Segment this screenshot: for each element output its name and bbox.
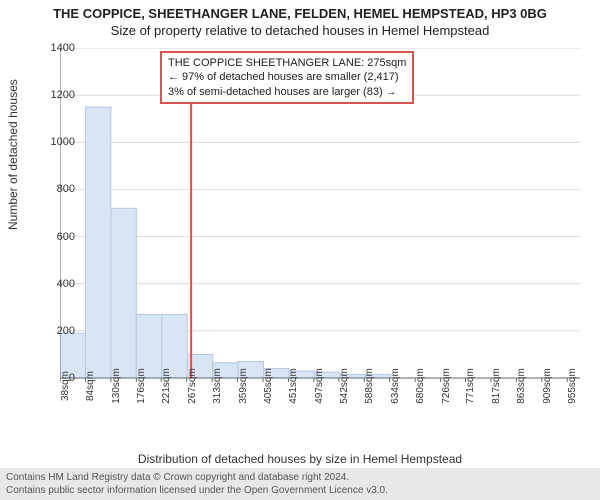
y-tick-label: 400 (35, 278, 75, 290)
x-tick-label: 130sqm (111, 368, 122, 404)
page-subtitle: Size of property relative to detached ho… (0, 23, 600, 38)
x-tick-label: 221sqm (161, 368, 172, 404)
y-axis-label: Number of detached houses (6, 79, 20, 230)
x-tick-label: 313sqm (212, 368, 223, 404)
info-box: THE COPPICE SHEETHANGER LANE: 275sqm ← 9… (160, 51, 414, 104)
x-tick-label: 451sqm (288, 368, 299, 404)
info-box-line2: ← 97% of detached houses are smaller (2,… (168, 70, 406, 84)
x-tick-label: 817sqm (491, 368, 502, 404)
info-box-line1: THE COPPICE SHEETHANGER LANE: 275sqm (168, 56, 406, 70)
histogram-bar (85, 107, 110, 378)
x-tick-label: 267sqm (187, 368, 198, 404)
x-tick-label: 588sqm (364, 368, 375, 404)
y-tick-label: 1400 (35, 42, 75, 54)
x-tick-label: 863sqm (516, 368, 527, 404)
x-tick-label: 84sqm (85, 371, 96, 401)
x-tick-label: 176sqm (136, 368, 147, 404)
footer-line2: Contains public sector information licen… (6, 484, 594, 497)
chart-area: THE COPPICE SHEETHANGER LANE: 275sqm ← 9… (60, 48, 580, 418)
y-tick-label: 1000 (35, 136, 75, 148)
footer: Contains HM Land Registry data © Crown c… (0, 468, 600, 500)
x-tick-label: 726sqm (441, 368, 452, 404)
x-tick-label: 38sqm (60, 371, 71, 401)
y-tick-label: 800 (35, 183, 75, 195)
histogram-bar (111, 208, 136, 378)
info-box-line3: 3% of semi-detached houses are larger (8… (168, 85, 406, 99)
x-tick-label: 405sqm (263, 368, 274, 404)
x-tick-label: 542sqm (339, 368, 350, 404)
x-tick-label: 634sqm (390, 368, 401, 404)
y-tick-label: 1200 (35, 89, 75, 101)
x-tick-label: 359sqm (238, 368, 249, 404)
y-tick-label: 600 (35, 231, 75, 243)
x-tick-label: 497sqm (314, 368, 325, 404)
x-tick-label: 680sqm (415, 368, 426, 404)
page-title: THE COPPICE, SHEETHANGER LANE, FELDEN, H… (0, 0, 600, 21)
footer-line1: Contains HM Land Registry data © Crown c… (6, 471, 594, 484)
x-axis-label: Distribution of detached houses by size … (0, 452, 600, 466)
x-tick-label: 955sqm (567, 368, 578, 404)
y-tick-label: 200 (35, 325, 75, 337)
x-tick-label: 771sqm (465, 368, 476, 404)
x-tick-label: 909sqm (542, 368, 553, 404)
